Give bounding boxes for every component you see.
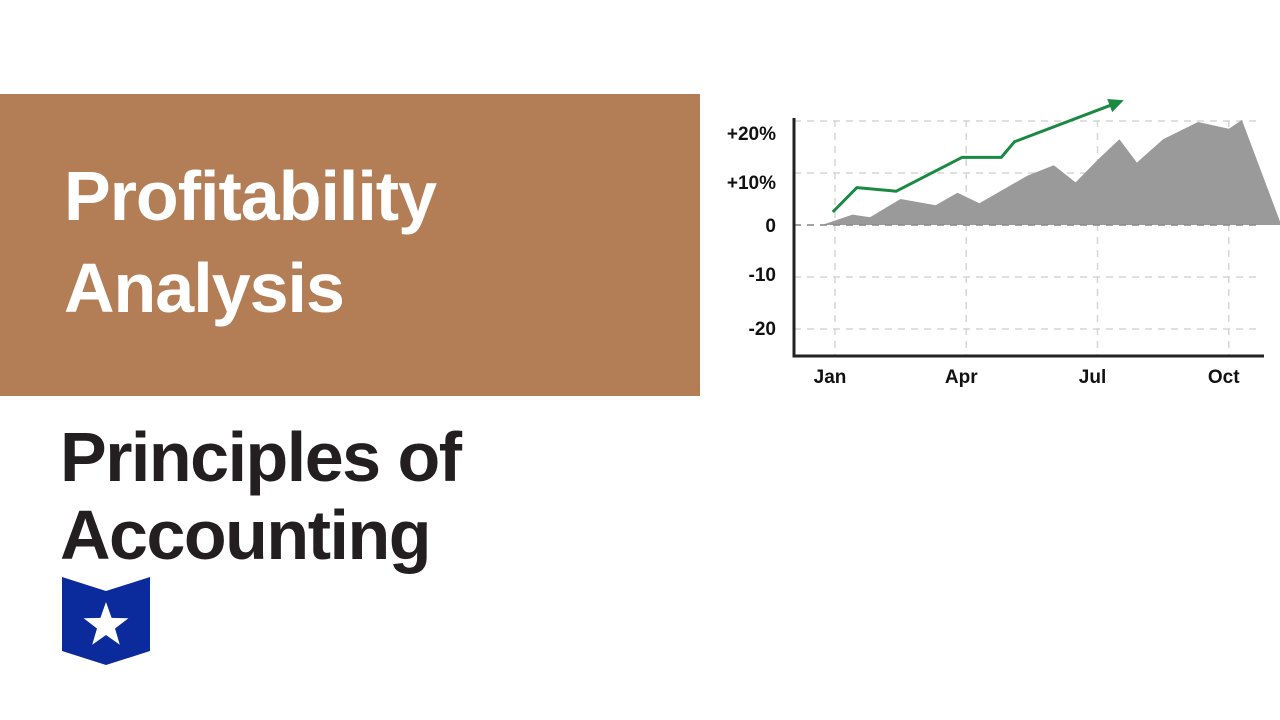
trend-line [831,102,1115,214]
y-tick-label-4: -20 [749,319,776,340]
y-tick-label-2: 0 [765,216,776,237]
chart-x-tick-labels: Jan Apr Jul Oct [814,367,1241,388]
x-tick-label-2: Jul [1079,367,1106,388]
chart-y-tick-labels: +20% +10% 0 -10 -20 [727,124,776,340]
y-tick-label-0: +20% [727,124,776,145]
topic-title-line-1: Profitability [64,157,437,235]
x-tick-label-1: Apr [945,367,978,388]
chart-axes [792,118,1264,358]
course-title-line-2: Accounting [60,496,431,574]
area-series-shape [794,120,1280,225]
star-book-icon [62,577,150,665]
chart-area-series [794,120,1280,226]
y-tick-label-1: +10% [727,173,776,194]
trend-arrow-head [1107,99,1124,113]
x-tick-label-3: Oct [1208,367,1240,388]
topic-title: Profitability Analysis [64,150,437,334]
chart-trend-series [831,99,1124,214]
course-title-line-1: Principles of [60,418,462,496]
y-tick-label-3: -10 [749,265,776,286]
x-tick-label-0: Jan [814,367,847,388]
title-banner [0,94,700,396]
profit-chart: +20% +10% 0 -10 -20 Jan Apr Jul Oct [727,99,1280,388]
course-title: Principles of Accounting [60,418,462,574]
topic-title-line-2: Analysis [64,249,345,327]
